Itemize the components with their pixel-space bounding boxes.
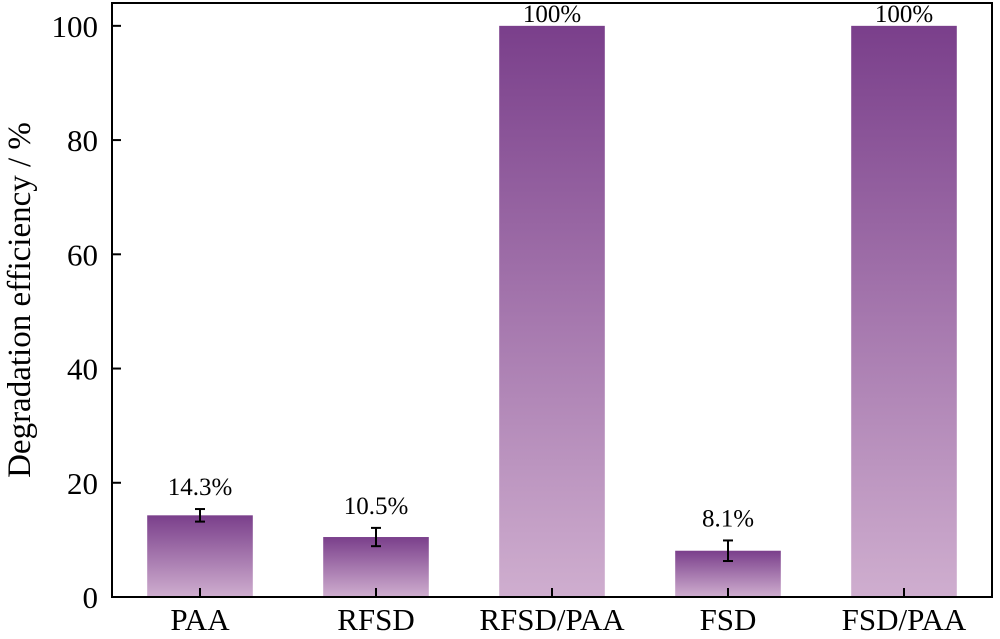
x-tick-label-2: RFSD/PAA bbox=[479, 602, 625, 637]
error-bar-0 bbox=[195, 508, 205, 523]
bar-2 bbox=[499, 25, 605, 598]
error-bars-group bbox=[195, 508, 733, 563]
y-axis-ticks: 0 20 40 60 80 100 bbox=[52, 9, 121, 615]
y-tick-label-1: 20 bbox=[67, 466, 98, 501]
error-bar-1 bbox=[371, 526, 381, 548]
error-bar-3 bbox=[723, 539, 733, 563]
x-tick-label-4: FSD/PAA bbox=[842, 602, 967, 637]
y-axis-title: Degradation efficiency / % bbox=[2, 122, 38, 478]
y-tick-label-0: 0 bbox=[83, 580, 99, 615]
bar-4 bbox=[851, 25, 957, 598]
bar-0 bbox=[147, 515, 253, 597]
data-labels-group: 14.3% 10.5% 100% 8.1% 100% bbox=[168, 1, 933, 533]
data-label-2: 100% bbox=[523, 1, 581, 28]
x-tick-label-3: FSD bbox=[700, 602, 757, 637]
data-label-1: 10.5% bbox=[344, 493, 409, 520]
y-tick-label-4: 80 bbox=[67, 123, 98, 158]
bars-group bbox=[147, 25, 957, 598]
x-tick-label-1: RFSD bbox=[337, 602, 415, 637]
data-label-4: 100% bbox=[875, 1, 933, 28]
y-tick-label-2: 40 bbox=[67, 352, 98, 387]
y-tick-label-5: 100 bbox=[52, 9, 99, 44]
data-label-3: 8.1% bbox=[702, 505, 754, 532]
y-tick-label-3: 60 bbox=[67, 237, 98, 272]
x-axis-ticks: PAA RFSD RFSD/PAA FSD FSD/PAA bbox=[170, 588, 967, 637]
data-label-0: 14.3% bbox=[168, 474, 233, 501]
x-tick-label-0: PAA bbox=[170, 602, 230, 637]
